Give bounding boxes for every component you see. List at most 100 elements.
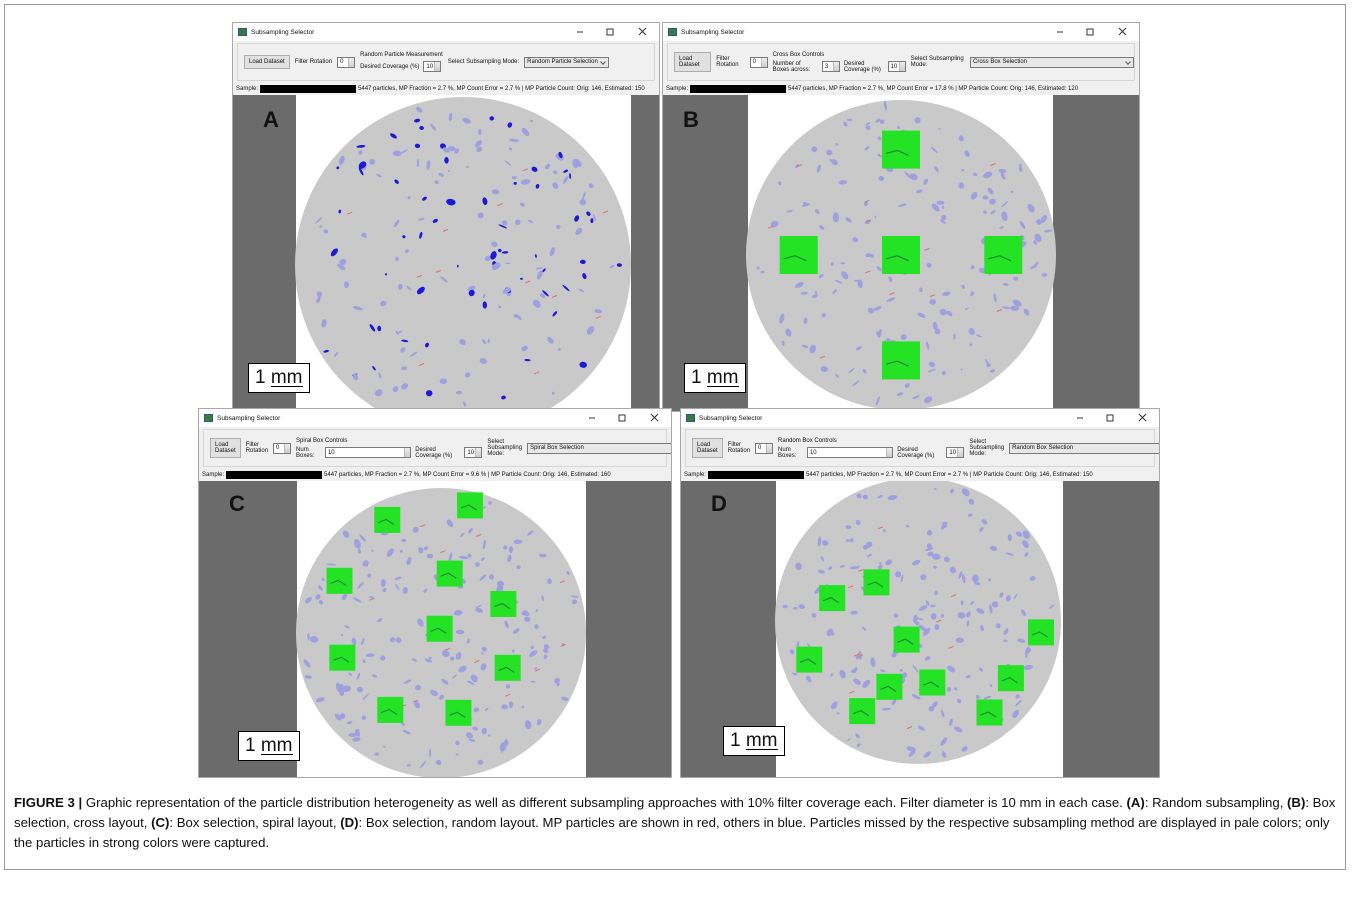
rotation-label: Filter Rotation	[295, 59, 332, 65]
redacted-name	[226, 471, 322, 479]
count-label: Num Boxes:	[778, 447, 803, 459]
window-title: Subsampling Selector	[699, 415, 762, 422]
app-icon	[204, 414, 213, 422]
page: Subsampling SelectorLoad DatasetFilter R…	[0, 0, 1352, 918]
coverage-value: 10	[949, 450, 956, 456]
spin-arrows	[434, 62, 440, 71]
group-title: Random Particle Measurement	[360, 52, 443, 58]
image-view: B1 mm	[663, 95, 1139, 411]
mode-combo[interactable]: Random Particle Selection	[524, 57, 609, 68]
control-group: Spiral Box ControlsNum Boxes:10Desired C…	[296, 438, 482, 459]
load-button[interactable]: Load Dataset	[692, 438, 723, 458]
redacted-name	[690, 85, 786, 93]
coverage-value: 10	[426, 64, 433, 70]
particle	[530, 120, 533, 122]
spin-arrows	[899, 62, 905, 71]
image-view: D1 mm	[681, 481, 1159, 777]
mode-combo[interactable]: Spiral Box Selection	[527, 443, 672, 454]
load-button[interactable]: Load Dataset	[210, 438, 241, 458]
measurement-box	[984, 236, 1022, 274]
group-title: Spiral Box Controls	[296, 438, 347, 444]
particle	[782, 341, 785, 346]
coverage-spinbox[interactable]: 10	[946, 447, 964, 458]
count-spinbox[interactable]: 10	[807, 447, 893, 458]
mode-combo[interactable]: Random Box Selection	[1009, 443, 1160, 454]
maximize-button	[1087, 29, 1093, 35]
rotation-value: 0	[753, 59, 756, 65]
spin-arrows	[766, 444, 772, 453]
toolbar: Load Dataset Filter Rotation 0 Random Box C…	[685, 429, 1155, 467]
app-icon	[686, 414, 695, 422]
title-bar: Subsampling Selector	[233, 23, 659, 41]
figure-caption: FIGURE 3 | Graphic representation of the…	[14, 793, 1336, 853]
spin-arrows	[833, 62, 839, 71]
particle	[478, 129, 481, 135]
coverage-spinbox[interactable]: 10	[888, 61, 906, 72]
rotation-spinbox[interactable]: 0	[337, 57, 355, 68]
scale-bar: 1 mm	[723, 726, 785, 756]
measurement-box	[780, 236, 818, 274]
close-button	[639, 28, 646, 35]
rotation-label: Filter Rotation	[728, 442, 750, 454]
caption-ref: (B)	[1287, 795, 1305, 810]
window-controls[interactable]	[1073, 413, 1153, 423]
app-window: Subsampling SelectorLoad DatasetFilter R…	[662, 22, 1140, 412]
coverage-label: Desired Coverage (%)	[415, 447, 460, 459]
sample-line: Sample:5447 particles, MP Fraction = 2.7…	[684, 470, 1093, 480]
group-row: Number of Boxes across: 3 Desired Coverage…	[773, 61, 906, 73]
window-controls[interactable]	[1053, 27, 1133, 37]
scale-bar: 1 mm	[238, 731, 300, 761]
toolbar: Load DatasetFilter Rotation0Spiral Box C…	[203, 429, 667, 467]
mode-label: Select Subsampling Mode:	[969, 439, 1004, 457]
app-window: Subsampling Selector Load DatasetFilter R…	[198, 408, 672, 778]
count-spinbox[interactable]: 10	[325, 447, 411, 458]
window-controls[interactable]	[573, 27, 653, 37]
rotation-value: 0	[276, 445, 279, 451]
redacted-name	[260, 85, 356, 93]
particle	[509, 546, 513, 553]
count-spinbox[interactable]: 3	[822, 61, 840, 72]
mode-combo[interactable]: Cross Box Selection	[970, 57, 1134, 68]
panel-letter: B	[683, 107, 699, 133]
load-button[interactable]: Load Dataset	[674, 52, 711, 72]
group-title: Random Box Controls	[778, 438, 837, 444]
count-value: 10	[810, 450, 817, 456]
window-controls[interactable]	[585, 413, 665, 423]
spin-arrows	[761, 58, 767, 67]
app-icon	[668, 28, 677, 36]
coverage-spinbox[interactable]: 10	[423, 61, 441, 72]
mode-label: Select Subsampling Mode:	[448, 59, 519, 65]
window-title: Subsampling Selector	[681, 29, 744, 36]
coverage-label: Desired Coverage (%)	[897, 447, 942, 459]
spin-arrows	[404, 448, 410, 457]
sample-line: Sample:5447 particles, MP Fraction = 2.7…	[236, 84, 645, 94]
coverage-label: Desired Coverage (%)	[844, 61, 884, 73]
maximize-button	[619, 415, 625, 421]
sample-label: Sample:	[684, 472, 706, 478]
spin-arrows	[348, 58, 354, 67]
sample-line: Sample:5447 particles, MP Fraction = 2.7…	[666, 84, 1078, 94]
particle	[926, 263, 931, 268]
scale-bar-line	[746, 749, 778, 751]
close-button	[1119, 28, 1126, 35]
group-row: Num Boxes:10Desired Coverage (%)10	[296, 447, 482, 459]
rotation-spinbox[interactable]: 0	[755, 443, 773, 454]
app-window: Subsampling Selector Load Dataset Filter R…	[232, 22, 660, 412]
count-label: Number of Boxes across:	[773, 61, 818, 73]
group-row: Num Boxes: 10 Desired Coverage (%) 10	[778, 447, 964, 459]
rotation-spinbox[interactable]: 0	[273, 443, 291, 454]
window-title: Subsampling Selector	[217, 415, 280, 422]
redacted-name	[708, 471, 804, 479]
particle	[959, 182, 965, 188]
rotation-spinbox[interactable]: 0	[750, 57, 768, 68]
app-window: Subsampling Selector Load Dataset Filter R…	[680, 408, 1160, 778]
caption-ref: (A)	[1127, 795, 1145, 810]
caption-label: FIGURE 3 |	[14, 795, 82, 810]
sample-label: Sample:	[202, 472, 224, 478]
close-button	[1139, 414, 1146, 421]
status-text: 5447 particles, MP Fraction = 2.7 %, MP …	[358, 86, 645, 92]
coverage-spinbox[interactable]: 10	[464, 447, 482, 458]
load-button[interactable]: Load Dataset	[244, 55, 290, 69]
caption-ref: (C)	[151, 815, 169, 830]
measurement-box	[882, 341, 920, 379]
